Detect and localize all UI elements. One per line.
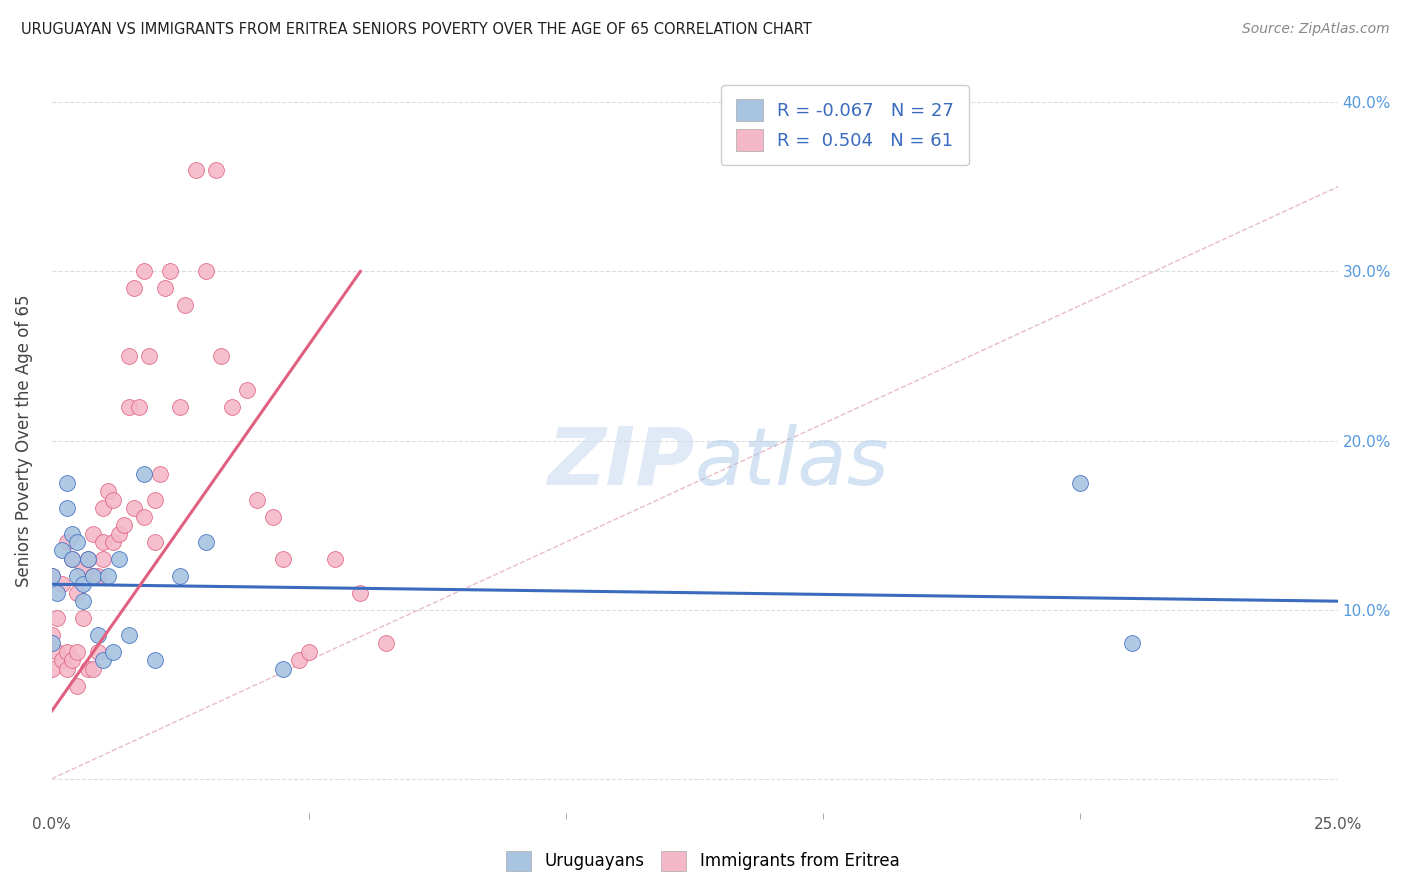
Point — [51, 577, 73, 591]
Text: URUGUAYAN VS IMMIGRANTS FROM ERITREA SENIORS POVERTY OVER THE AGE OF 65 CORRELAT: URUGUAYAN VS IMMIGRANTS FROM ERITREA SEN… — [21, 22, 811, 37]
Legend: R = -0.067   N = 27, R =  0.504   N = 61: R = -0.067 N = 27, R = 0.504 N = 61 — [721, 85, 969, 165]
Point — [60, 552, 83, 566]
Point — [236, 383, 259, 397]
Legend: Uruguayans, Immigrants from Eritrea: Uruguayans, Immigrants from Eritrea — [498, 842, 908, 880]
Point — [153, 281, 176, 295]
Point — [122, 281, 145, 295]
Point — [41, 636, 63, 650]
Point — [60, 653, 83, 667]
Point — [41, 628, 63, 642]
Point — [91, 653, 114, 667]
Point — [41, 569, 63, 583]
Point — [60, 526, 83, 541]
Point — [72, 594, 94, 608]
Point — [87, 645, 110, 659]
Point — [66, 569, 89, 583]
Point — [169, 569, 191, 583]
Point — [66, 679, 89, 693]
Point — [82, 569, 104, 583]
Point — [134, 509, 156, 524]
Point — [298, 645, 321, 659]
Point — [91, 535, 114, 549]
Point — [41, 569, 63, 583]
Point — [51, 653, 73, 667]
Point — [169, 400, 191, 414]
Point — [87, 628, 110, 642]
Point — [143, 535, 166, 549]
Point — [138, 349, 160, 363]
Point — [195, 535, 218, 549]
Point — [128, 400, 150, 414]
Point — [118, 400, 141, 414]
Point — [287, 653, 309, 667]
Point — [134, 264, 156, 278]
Point — [246, 492, 269, 507]
Point — [112, 518, 135, 533]
Point — [103, 645, 125, 659]
Point — [143, 653, 166, 667]
Point — [66, 535, 89, 549]
Point — [97, 569, 120, 583]
Point — [103, 492, 125, 507]
Point — [122, 501, 145, 516]
Point — [45, 585, 67, 599]
Point — [72, 560, 94, 574]
Point — [45, 645, 67, 659]
Point — [56, 535, 79, 549]
Point — [56, 501, 79, 516]
Point — [195, 264, 218, 278]
Point — [211, 349, 233, 363]
Text: atlas: atlas — [695, 424, 890, 502]
Point — [82, 526, 104, 541]
Point — [91, 501, 114, 516]
Point — [174, 298, 197, 312]
Point — [76, 552, 98, 566]
Point — [1121, 636, 1143, 650]
Point — [118, 628, 141, 642]
Point — [97, 484, 120, 499]
Point — [349, 585, 371, 599]
Point — [82, 662, 104, 676]
Point — [107, 526, 129, 541]
Point — [134, 467, 156, 482]
Point — [56, 645, 79, 659]
Point — [87, 569, 110, 583]
Point — [205, 163, 228, 178]
Point — [56, 475, 79, 490]
Text: Source: ZipAtlas.com: Source: ZipAtlas.com — [1241, 22, 1389, 37]
Point — [271, 662, 294, 676]
Point — [82, 569, 104, 583]
Point — [72, 611, 94, 625]
Point — [107, 552, 129, 566]
Point — [91, 552, 114, 566]
Point — [56, 662, 79, 676]
Point — [45, 611, 67, 625]
Point — [118, 349, 141, 363]
Point — [221, 400, 243, 414]
Y-axis label: Seniors Poverty Over the Age of 65: Seniors Poverty Over the Age of 65 — [15, 294, 32, 587]
Point — [72, 577, 94, 591]
Point — [1069, 475, 1091, 490]
Point — [51, 543, 73, 558]
Point — [41, 662, 63, 676]
Point — [103, 535, 125, 549]
Point — [60, 552, 83, 566]
Point — [76, 662, 98, 676]
Point — [375, 636, 398, 650]
Point — [66, 585, 89, 599]
Point — [323, 552, 346, 566]
Point — [76, 552, 98, 566]
Point — [159, 264, 181, 278]
Point — [184, 163, 207, 178]
Point — [66, 645, 89, 659]
Point — [143, 492, 166, 507]
Text: ZIP: ZIP — [547, 424, 695, 502]
Point — [262, 509, 284, 524]
Point — [149, 467, 172, 482]
Point — [271, 552, 294, 566]
